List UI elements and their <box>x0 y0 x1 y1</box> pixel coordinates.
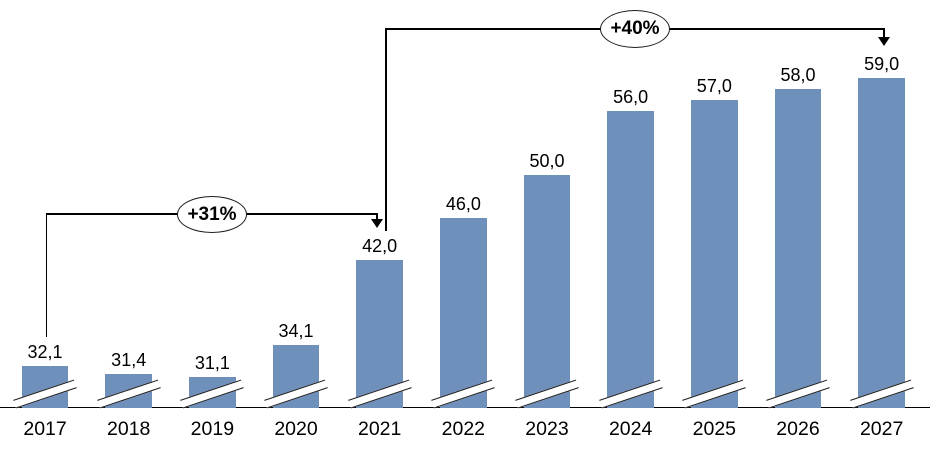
growth-badge-label: +40% <box>610 18 660 39</box>
connector-arrow-stub <box>376 213 378 220</box>
x-axis-label: 2027 <box>859 418 904 440</box>
bar-value-label: 31,1 <box>194 352 230 373</box>
connector-vertical-line <box>385 28 387 231</box>
x-axis-label: 2023 <box>525 418 569 440</box>
bar <box>607 110 654 408</box>
bar-value-label: 46,0 <box>445 193 481 214</box>
x-axis-label: 2017 <box>23 418 67 440</box>
bar-value-label: 57,0 <box>696 75 732 96</box>
growth-badge: +40% <box>600 10 670 48</box>
x-axis-label: 2025 <box>692 418 737 440</box>
bar-value-label: 59,0 <box>864 54 900 75</box>
arrow-down-icon <box>878 37 890 46</box>
bar-value-label: 56,0 <box>613 86 649 107</box>
bar <box>440 217 487 408</box>
bar <box>774 89 822 408</box>
bar <box>858 78 905 408</box>
x-axis-label: 2018 <box>107 418 151 440</box>
growth-badge-label: +31% <box>187 203 237 225</box>
bar-value-label: 58,0 <box>780 65 816 86</box>
connector-vertical-line <box>45 213 48 337</box>
bar <box>523 174 571 408</box>
x-axis-label: 2020 <box>274 418 318 440</box>
bar-value-label: 50,0 <box>529 150 565 171</box>
x-axis-label: 2019 <box>190 418 235 440</box>
arrow-down-icon <box>370 219 383 228</box>
x-axis-label: 2024 <box>608 418 653 440</box>
x-axis-label: 2026 <box>776 418 820 440</box>
bar-value-label: 32,1 <box>27 342 63 363</box>
bar-value-label: 42,0 <box>362 236 398 257</box>
bar <box>690 99 738 408</box>
bar-value-label: 34,1 <box>278 320 314 341</box>
bar-value-label: 31,4 <box>111 349 147 370</box>
x-axis-label: 2022 <box>441 418 486 440</box>
x-axis-label: 2021 <box>357 418 402 440</box>
connector-arrow-stub <box>883 28 885 38</box>
growth-badge: +31% <box>177 196 247 233</box>
